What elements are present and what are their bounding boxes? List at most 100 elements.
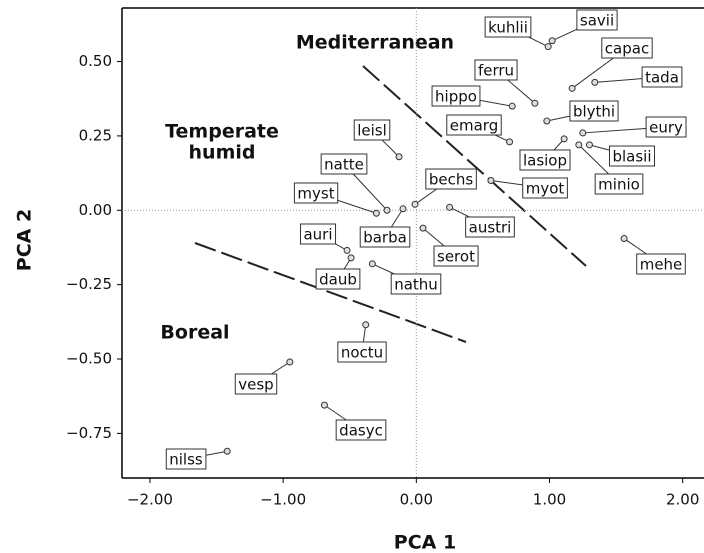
point-label: blythi [569,100,619,122]
point-label: barba [359,226,411,248]
point-label: mehe [636,253,686,275]
point-label-text: vesp [238,376,273,394]
label-box [337,341,387,363]
label-box [636,253,686,275]
point-label-text: hippo [435,88,477,106]
point-label-text: minio [598,176,640,194]
point-label-text: lasiop [523,152,567,170]
point-label: noctu [337,341,387,363]
point [487,177,495,185]
point [560,135,568,143]
point [399,205,407,213]
label-box [293,182,339,204]
y-axis-title: PCA 2 [14,209,36,271]
x-axis-title: PCA 1 [394,532,456,553]
point-label-text: mehe [640,256,683,274]
point [548,37,556,45]
point [591,78,599,86]
point-label-text: natte [324,156,364,174]
point-label-text: kuhlii [488,19,528,37]
label-box [645,116,687,138]
label-box [641,66,683,88]
point [286,358,294,366]
point [419,224,427,232]
x-tick-label: −1.00 [260,491,306,509]
x-tick-label: −2.00 [127,491,173,509]
point-label: auri [299,223,337,245]
y-tick-label: 0.50 [79,52,112,70]
point-label-text: capac [605,40,649,58]
point-label-text: nathu [394,276,438,294]
region-label: Boreal [160,322,229,344]
x-tick-label: 1.00 [533,491,566,509]
point [543,117,551,125]
point-label: vesp [234,373,278,395]
point [362,321,370,329]
point-label-text: myst [297,185,334,203]
point-label: tada [641,66,683,88]
boundary-line [362,65,587,267]
point-label-text: barba [363,229,407,247]
point-label: kuhlii [484,16,532,38]
region-label: Mediterranean [296,32,454,54]
point-label: blasii [608,145,656,167]
label-box [315,268,361,290]
point-label: savii [576,9,618,31]
boundary-line [194,242,467,343]
label-box [320,153,368,175]
point-label: hippo [431,85,481,107]
point-label-text: austri [469,219,512,237]
label-box [522,177,568,199]
label-box [465,216,515,238]
point-label-text: emarg [450,117,498,135]
point [383,206,391,214]
point-label-text: daub [319,271,357,289]
point-label-text: noctu [341,344,383,362]
label-box [594,173,644,195]
label-box [165,448,207,470]
label-box [234,373,278,395]
point-label-text: serot [437,248,475,266]
point [620,235,628,243]
point [223,447,231,455]
region-label: Temperate [165,121,279,143]
point [531,99,539,107]
label-box [299,223,337,245]
point-label: emarg [446,114,502,136]
point-label-text: leisl [357,122,387,140]
point [446,203,454,211]
point-label: bechs [425,168,477,190]
point-label-text: tada [645,69,679,87]
point-label-text: nilss [169,451,203,469]
label-box [446,114,502,136]
label-box [335,419,387,441]
point-label-text: myot [526,180,565,198]
x-tick-label: 2.00 [666,491,699,509]
point-label-text: dasyc [339,422,383,440]
point [372,209,380,217]
point-label-text: eury [649,119,683,137]
point-label: leisl [353,119,391,141]
point-label: nilss [165,448,207,470]
point-label: daub [315,268,361,290]
label-box [569,100,619,122]
label-box [433,245,479,267]
point [568,84,576,92]
point [585,141,593,149]
point-label: minio [594,173,644,195]
point [544,43,552,51]
point [579,129,587,137]
point-label: capac [601,37,653,59]
point [411,200,419,208]
label-box [431,85,481,107]
point-label-text: bechs [429,171,474,189]
label-box [484,16,532,38]
point [320,401,328,409]
y-tick-label: 0.00 [79,201,112,219]
x-tick-label: 0.00 [400,491,433,509]
point-label-text: blasii [612,148,651,166]
point-label: myst [293,182,339,204]
label-box [425,168,477,190]
point-label-text: blythi [573,103,615,121]
